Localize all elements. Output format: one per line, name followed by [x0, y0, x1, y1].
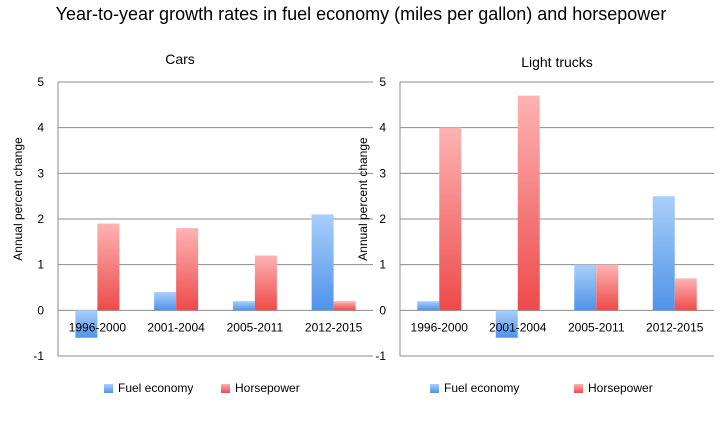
bar-horsepower [596, 264, 619, 311]
x-tick-label: 1996-2000 [411, 320, 469, 334]
y-tick-label: -1 [375, 349, 386, 363]
y-tick-label: 3 [379, 166, 386, 180]
y-tick-label: 4 [379, 121, 386, 135]
y-tick-label: 5 [37, 75, 44, 89]
y-tick-label: 2 [37, 212, 44, 226]
bar-fuel-economy [574, 264, 597, 311]
bar-horsepower [97, 223, 120, 311]
legend-label-fuel-economy: Fuel economy [118, 381, 193, 395]
bar-fuel-economy [417, 301, 440, 311]
y-tick-label: 5 [379, 75, 386, 89]
bar-horsepower [517, 95, 540, 311]
bar-horsepower [176, 228, 199, 311]
y-tick-label: 2 [379, 212, 386, 226]
bar-horsepower [674, 278, 697, 311]
bar-fuel-economy [75, 310, 98, 338]
legend-swatch-horsepower [574, 384, 583, 393]
y-axis-label: Annual percent change [356, 137, 370, 261]
legend-label-fuel-economy: Fuel economy [444, 381, 519, 395]
y-tick-label: 0 [379, 303, 386, 317]
legend-label-horsepower: Horsepower [588, 381, 653, 395]
chart-0: Cars -1 0 1 2 3 4 5 Annual percent change 1996-20… [11, 51, 373, 395]
y-tick-label: 4 [37, 121, 44, 135]
legend-swatch-fuel-economy [430, 384, 439, 393]
bar-fuel-economy [495, 310, 518, 338]
x-tick-label: 2012-2015 [305, 320, 363, 334]
chart-title: Cars [165, 51, 195, 67]
bar-horsepower [254, 255, 277, 311]
legend-swatch-horsepower [221, 384, 230, 393]
x-tick-label: 2005-2011 [568, 320, 625, 334]
bar-fuel-economy [154, 292, 177, 311]
y-tick-label: -1 [33, 349, 44, 363]
chart-title: Light trucks [521, 54, 593, 70]
y-tick-label: 1 [37, 258, 44, 272]
x-tick-label: 1996-2000 [69, 320, 127, 334]
bar-fuel-economy [652, 196, 675, 311]
x-tick-label: 2001-2004 [147, 320, 205, 334]
x-tick-label: 2012-2015 [646, 320, 704, 334]
x-tick-label: 2001-2004 [489, 320, 547, 334]
main-title: Year-to-year growth rates in fuel econom… [55, 4, 667, 24]
legend-label-horsepower: Horsepower [235, 381, 300, 395]
bar-fuel-economy [311, 214, 334, 311]
chart-1: Light trucks -1 0 1 2 3 4 5 Annual percent chang… [356, 54, 714, 395]
bar-horsepower [439, 127, 462, 311]
legend-swatch-fuel-economy [104, 384, 113, 393]
y-tick-label: 3 [37, 166, 44, 180]
bar-horsepower [333, 301, 356, 311]
x-tick-label: 2005-2011 [227, 320, 284, 334]
y-tick-label: 0 [37, 303, 44, 317]
y-tick-label: 1 [379, 258, 386, 272]
y-axis-label: Annual percent change [11, 137, 25, 261]
bar-fuel-economy [232, 301, 255, 311]
